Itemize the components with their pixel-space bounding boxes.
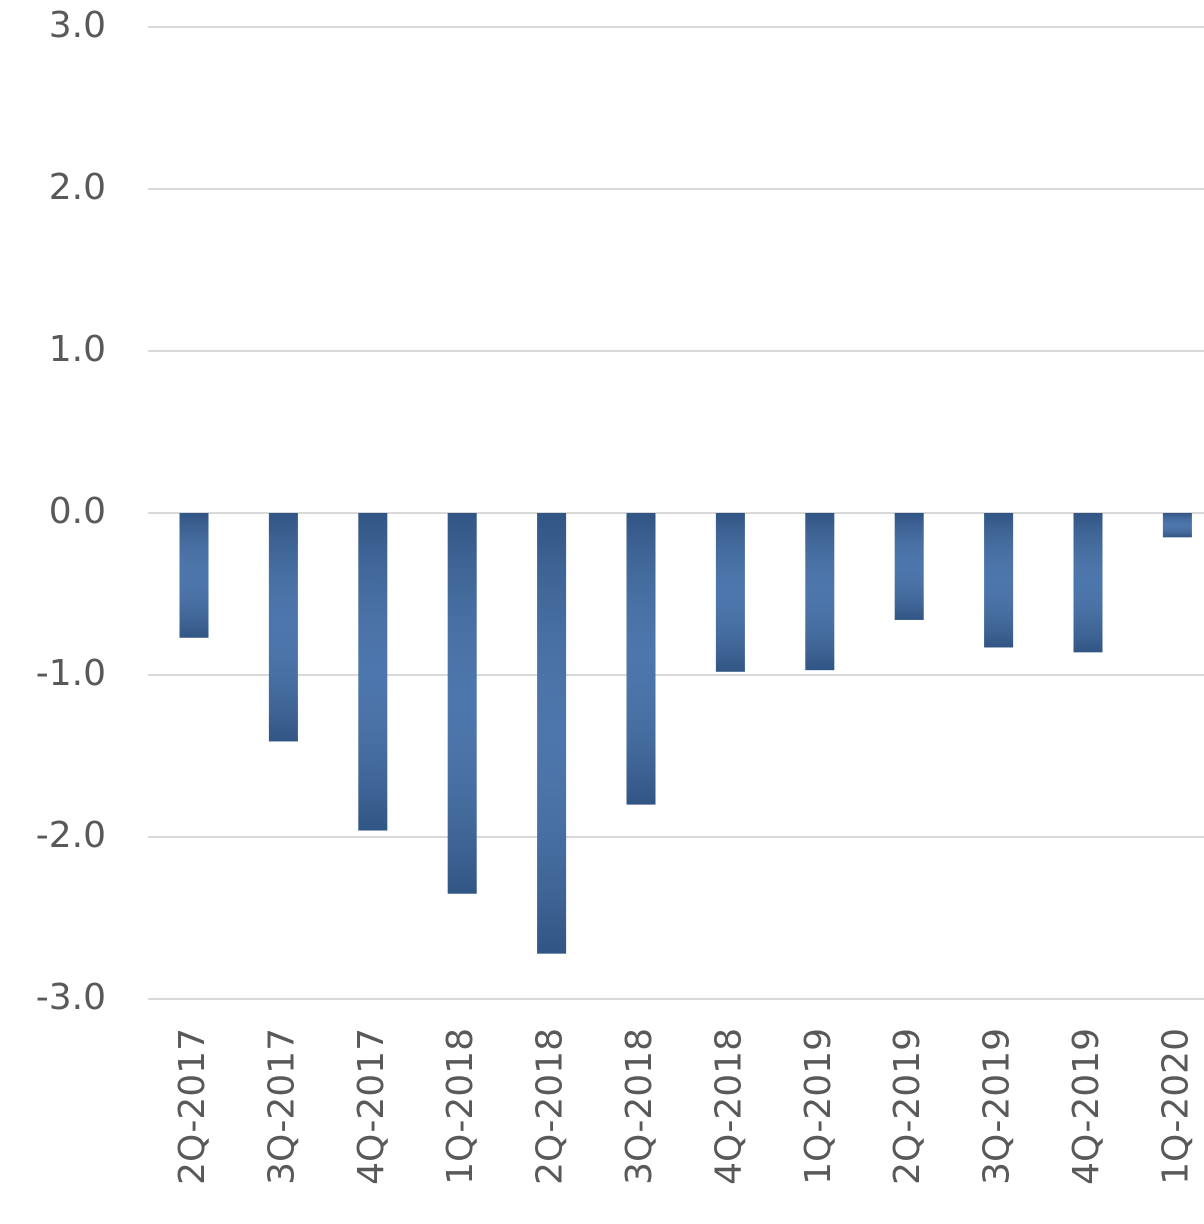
x-tick-label: 2Q-2019 — [887, 1028, 928, 1185]
bar-shade — [626, 513, 656, 805]
y-tick-label: 0.0 — [49, 491, 106, 532]
x-tick-label: 3Q-2019 — [977, 1028, 1018, 1185]
x-tick-label: 1Q-2018 — [440, 1028, 481, 1185]
bar-shade — [358, 513, 388, 831]
x-tick-label: 2Q-2018 — [530, 1028, 571, 1185]
y-tick-label: -3.0 — [36, 977, 106, 1018]
y-tick-label: 1.0 — [49, 329, 106, 370]
x-tick-label: 3Q-2018 — [619, 1028, 660, 1185]
bar-shade — [984, 513, 1014, 648]
y-tick-label: 2.0 — [49, 167, 106, 208]
x-tick-label: 4Q-2018 — [708, 1028, 749, 1185]
x-tick-label: 2Q-2017 — [172, 1028, 213, 1185]
bar-shade — [1162, 513, 1192, 538]
bar-shade — [1073, 513, 1103, 653]
y-tick-label: -1.0 — [36, 653, 106, 694]
x-tick-label: 3Q-2017 — [261, 1028, 302, 1185]
x-tick-label: 4Q-2019 — [1066, 1028, 1107, 1185]
bar-shade — [805, 513, 835, 671]
bar-shade — [268, 513, 298, 742]
x-tick-label: 4Q-2017 — [351, 1028, 392, 1185]
x-tick-label: 1Q-2019 — [798, 1028, 839, 1185]
bar-shade — [537, 513, 567, 954]
x-tick-label: 1Q-2020 — [1155, 1028, 1196, 1185]
bar-shade — [447, 513, 477, 894]
bar-shade — [894, 513, 924, 620]
y-tick-label: 3.0 — [49, 5, 106, 46]
y-tick-label: -2.0 — [36, 815, 106, 856]
bar-shade — [715, 513, 745, 672]
bar-shade — [179, 513, 209, 638]
